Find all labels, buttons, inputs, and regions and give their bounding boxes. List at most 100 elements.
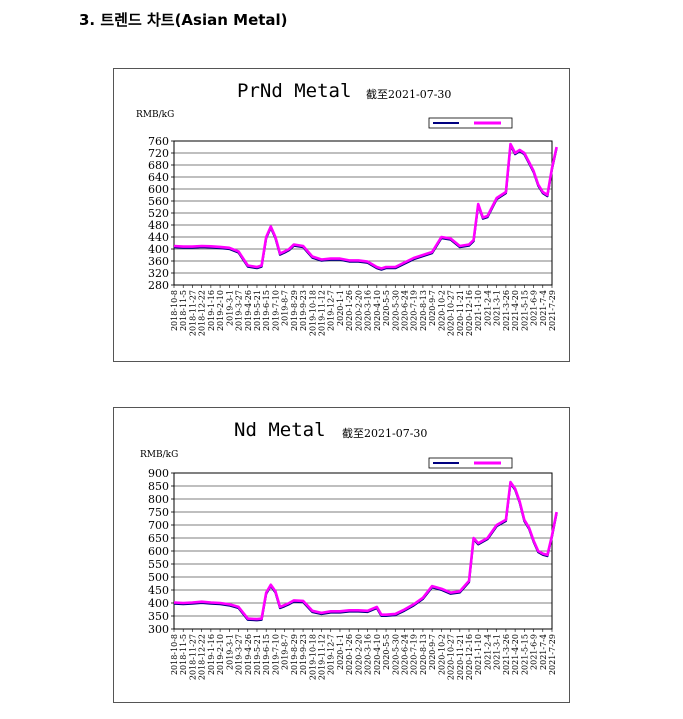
- x-tick-label: 2021-3-1: [493, 634, 502, 670]
- y-tick-label: 640: [148, 171, 169, 184]
- x-tick-label: 2020-1-26: [345, 634, 354, 675]
- x-tick-label: 2020-11-21: [456, 290, 465, 336]
- x-tick-label: 2020-10-27: [447, 634, 456, 680]
- x-tick-label: 2020-7-19: [410, 290, 419, 331]
- x-tick-label: 2019-12-7: [327, 634, 336, 675]
- series-line: [173, 480, 558, 621]
- x-tick-label: 2019-6-15: [262, 634, 271, 675]
- x-tick-label: 2021-6-9: [530, 290, 539, 326]
- x-tick-label: 2021-2-4: [483, 634, 492, 670]
- x-tick-label: 2018-10-8: [170, 290, 179, 331]
- x-tick-label: 2020-5-5: [382, 634, 391, 670]
- y-axis-unit-label: RMB/kG: [136, 110, 174, 120]
- x-tick-label: 2021-4-20: [511, 634, 520, 675]
- y-tick-label: 360: [148, 255, 169, 268]
- x-tick-label: 2019-10-18: [308, 634, 317, 680]
- x-tick-label: 2020-10-27: [447, 290, 456, 336]
- x-tick-label: 2021-4-20: [511, 290, 520, 331]
- prnd-metal-chart: PrNd Metal 截至2021-07-30 RMB/kG 280 320 360 400…: [113, 68, 570, 362]
- x-tick-label: 2018-11-27: [188, 290, 197, 336]
- x-tick-label: 2019-6-15: [262, 290, 271, 331]
- x-tick-label: 2020-9-7: [428, 634, 437, 670]
- y-axis-unit-label: RMB/kG: [140, 450, 178, 460]
- x-tick-label: 2021-3-1: [493, 290, 502, 326]
- y-tick-label: 650: [148, 532, 169, 545]
- x-tick-label: 2021-2-4: [483, 290, 492, 326]
- y-tick-label: 550: [148, 558, 169, 571]
- y-tick-label: 280: [148, 279, 169, 292]
- y-tick-label: 350: [148, 610, 169, 623]
- x-tick-label: 2019-11-12: [318, 634, 327, 680]
- x-tick-label: 2020-12-16: [465, 290, 474, 336]
- y-tick-label: 440: [148, 231, 169, 244]
- x-tick-label: 2021-1-10: [474, 634, 483, 675]
- x-tick-label: 2019-1-16: [207, 634, 216, 675]
- y-tick-label: 300: [148, 623, 169, 636]
- chart-subtitle-date: 截至2021-07-30: [342, 426, 427, 440]
- y-tick-label: 480: [148, 219, 169, 232]
- x-tick-label: 2018-12-22: [198, 634, 207, 680]
- x-tick-label: 2021-3-26: [502, 634, 511, 675]
- x-tick-label: 2018-10-8: [170, 634, 179, 675]
- y-tick-label: 320: [148, 267, 169, 280]
- y-tick-label: 450: [148, 584, 169, 597]
- x-tick-label: 2020-5-30: [391, 290, 400, 331]
- x-tick-label: 2020-1-1: [336, 290, 345, 326]
- chart-title: Nd Metal: [234, 419, 326, 441]
- x-tick-label: 2019-3-1: [225, 290, 234, 326]
- x-tick-label: 2021-5-15: [520, 634, 529, 675]
- x-tick-label: 2019-8-7: [281, 290, 290, 326]
- x-tick-label: 2018-11-5: [179, 634, 188, 675]
- y-tick-label: 700: [148, 519, 169, 532]
- x-tick-label: 2019-8-29: [290, 634, 299, 675]
- x-tick-label: 2021-3-26: [502, 290, 511, 331]
- x-tick-label: 2020-11-21: [456, 634, 465, 680]
- x-tick-label: 2019-2-10: [216, 290, 225, 331]
- series-line: [173, 142, 558, 270]
- x-tick-label: 2019-8-7: [281, 634, 290, 670]
- y-tick-label: 600: [148, 183, 169, 196]
- x-tick-label: 2019-7-10: [271, 634, 280, 675]
- y-tick-label: 500: [148, 571, 169, 584]
- x-tick-label: 2021-7-4: [539, 290, 548, 326]
- section-heading: 3. 트렌드 차트(Asian Metal): [79, 11, 288, 29]
- x-tick-label: 2021-7-29: [548, 634, 557, 675]
- prnd-metal-chart-svg: PrNd Metal 截至2021-07-30 RMB/kG 280320360400…: [136, 80, 558, 336]
- y-tick-label: 400: [148, 243, 169, 256]
- x-tick-label: 2020-10-2: [437, 634, 446, 675]
- x-tick-label: 2020-5-30: [391, 634, 400, 675]
- x-tick-label: 2019-10-18: [308, 290, 317, 336]
- y-tick-label: 560: [148, 195, 169, 208]
- x-tick-label: 2018-11-27: [188, 634, 197, 680]
- x-tick-label: 2020-9-7: [428, 290, 437, 326]
- x-tick-label: 2020-2-20: [354, 634, 363, 675]
- x-tick-label: 2020-4-10: [373, 634, 382, 675]
- y-tick-label: 680: [148, 159, 169, 172]
- x-tick-label: 2020-2-20: [354, 290, 363, 331]
- x-tick-label: 2019-3-27: [235, 290, 244, 331]
- y-tick-label: 400: [148, 597, 169, 610]
- x-tick-label: 2020-1-1: [336, 634, 345, 670]
- x-tick-label: 2021-1-10: [474, 290, 483, 331]
- y-tick-label: 800: [148, 493, 169, 506]
- y-tick-label: 600: [148, 545, 169, 558]
- x-tick-label: 2020-8-13: [419, 634, 428, 675]
- x-tick-label: 2019-9-23: [299, 290, 308, 331]
- x-tick-label: 2021-7-4: [539, 634, 548, 670]
- x-tick-label: 2019-4-26: [244, 634, 253, 675]
- x-tick-label: 2019-1-16: [207, 290, 216, 331]
- x-tick-label: 2020-7-19: [410, 634, 419, 675]
- x-tick-label: 2020-12-16: [465, 634, 474, 680]
- x-tick-label: 2018-12-22: [198, 290, 207, 336]
- chart-title: PrNd Metal: [237, 80, 351, 102]
- x-tick-label: 2020-10-2: [437, 290, 446, 331]
- x-tick-label: 2019-12-7: [327, 290, 336, 331]
- x-tick-label: 2019-3-1: [225, 634, 234, 670]
- legend-box: [428, 457, 513, 469]
- y-tick-label: 750: [148, 506, 169, 519]
- y-tick-label: 760: [148, 135, 169, 148]
- y-tick-label: 720: [148, 147, 169, 160]
- x-tick-label: 2019-2-10: [216, 634, 225, 675]
- x-tick-label: 2020-5-5: [382, 290, 391, 326]
- legend-box: [428, 117, 513, 129]
